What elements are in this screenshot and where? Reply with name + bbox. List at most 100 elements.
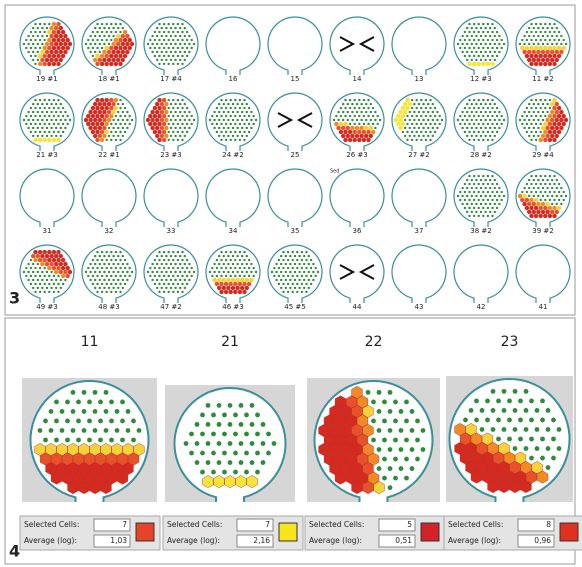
cell-dot [486, 190, 490, 194]
hot-cell [403, 101, 408, 107]
cell-dot [57, 282, 60, 286]
cell-dot [398, 409, 404, 414]
hot-cell [102, 101, 107, 107]
cell-dot [119, 22, 122, 26]
hot-cell [552, 45, 557, 51]
cell-dot [153, 54, 157, 58]
cell-dot [477, 98, 480, 102]
cell-dot [89, 262, 92, 266]
cell-dot [475, 186, 478, 190]
cell-dot [470, 186, 473, 190]
hot-cell [125, 33, 130, 39]
cell-dot [303, 270, 306, 274]
cell-dot [43, 282, 46, 286]
cell-dot [123, 282, 127, 286]
cell-dot [167, 122, 170, 126]
cell-dot [117, 286, 120, 290]
cell-dot [398, 428, 404, 433]
cell-dot [205, 402, 211, 408]
hot-cell [106, 57, 112, 63]
hot-cell [65, 45, 70, 51]
cell-dot [48, 114, 51, 118]
cell-dot [486, 182, 490, 186]
hot-cell [351, 385, 363, 399]
cell-dot [431, 134, 434, 138]
cell-dot [105, 274, 108, 278]
cell-dot [300, 250, 304, 254]
cell-dot [249, 402, 255, 408]
hot-cell [40, 261, 45, 267]
cell-dot [165, 254, 168, 258]
hot-cell [212, 277, 217, 283]
cell-dot [286, 282, 290, 286]
cell-dot [309, 282, 313, 286]
hot-cell [148, 113, 153, 119]
hot-cell [531, 201, 536, 207]
cell-dot [293, 270, 297, 274]
cell-dot [109, 399, 114, 405]
cell-dot [22, 42, 26, 46]
cell-dot [486, 206, 490, 210]
cell-dot [241, 134, 244, 138]
cell-dot [496, 436, 501, 442]
cell-dot [303, 278, 306, 282]
cell-dot [112, 262, 115, 266]
cell-dot [479, 408, 485, 413]
cell-dot [160, 34, 163, 38]
cell-dot [548, 106, 552, 110]
cell-dot [548, 190, 552, 194]
hot-cell [531, 209, 536, 215]
cell-dot [358, 98, 361, 102]
cell-dot [544, 106, 547, 110]
hot-cell [345, 133, 350, 139]
reactor-label: 21 #3 [36, 151, 57, 159]
cell-dot [500, 38, 503, 42]
cell-dot [130, 270, 134, 274]
cell-dot [307, 254, 310, 258]
cell-dot [477, 114, 480, 118]
cell-dot [475, 58, 478, 62]
cell-dot [300, 290, 304, 294]
cell-dot [38, 130, 42, 134]
hot-cell [400, 105, 406, 111]
cell-dot [472, 214, 476, 218]
cell-dot [553, 198, 556, 202]
cell-dot [486, 46, 490, 50]
cell-dot [100, 250, 104, 254]
cell-dot [220, 138, 223, 142]
hot-cell [465, 423, 477, 436]
cell-dot [165, 286, 168, 290]
cell-dot [353, 122, 356, 126]
reactor-label: 27 #2 [408, 151, 429, 159]
hot-cell [531, 57, 536, 63]
cell-dot [398, 447, 404, 452]
hot-cell [95, 61, 100, 67]
hot-cell [51, 249, 57, 255]
hot-cell [552, 121, 557, 127]
cell-dot [200, 469, 205, 475]
hot-cell [116, 49, 121, 55]
cell-dot [27, 42, 30, 46]
cell-dot [484, 42, 487, 46]
cell-dot [176, 30, 180, 34]
cell-dot [540, 398, 545, 404]
cell-dot [117, 134, 120, 138]
hot-cell [554, 117, 559, 123]
hot-cell [104, 97, 109, 103]
cell-dot [167, 98, 170, 102]
hot-cell [116, 57, 121, 63]
selected-field [378, 518, 416, 532]
cell-dot [25, 114, 28, 118]
cell-dot [296, 258, 299, 262]
cell-dot [490, 408, 496, 413]
cell-dot [218, 254, 221, 258]
cell-dot [534, 182, 538, 186]
hot-cell [352, 137, 357, 143]
cell-dot [415, 130, 418, 134]
cell-dot [247, 106, 251, 110]
hot-cell [217, 277, 222, 283]
cell-dot [57, 122, 60, 126]
cell-dot [149, 46, 152, 50]
cell-dot [525, 122, 529, 126]
cell-dot [479, 194, 483, 198]
